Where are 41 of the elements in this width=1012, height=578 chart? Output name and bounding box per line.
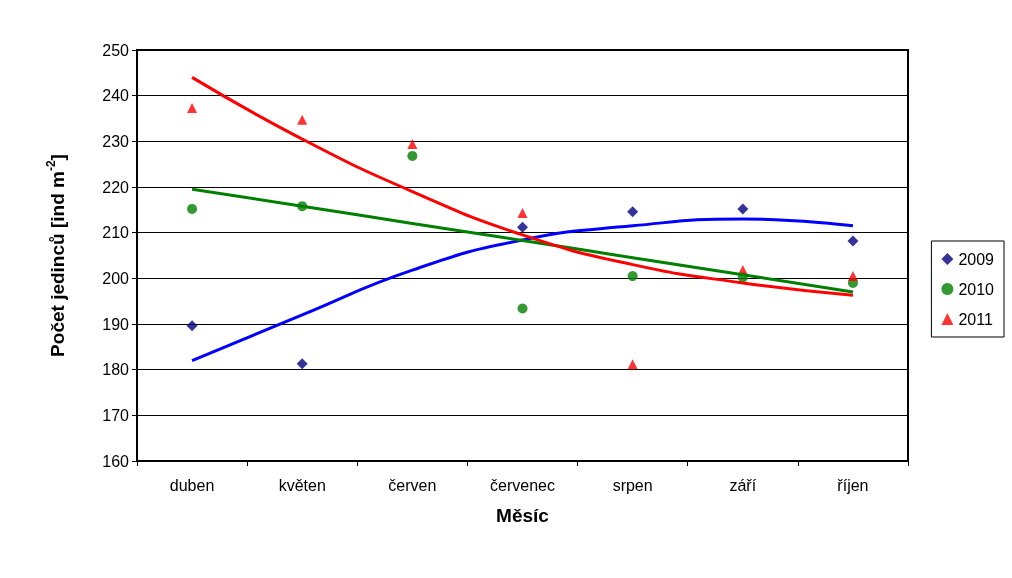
point	[847, 271, 858, 282]
x-axis-title: Měsíc	[496, 505, 550, 526]
legend-label: 2011	[958, 310, 993, 328]
legend-label: 2010	[958, 280, 995, 298]
point	[296, 358, 308, 370]
x-tick-label: říjen	[837, 476, 869, 494]
point	[627, 206, 639, 218]
point	[517, 208, 528, 219]
y-tick-label: 230	[102, 132, 130, 150]
point	[407, 139, 418, 150]
x-tick-label: září	[729, 476, 757, 494]
y-tick-label: 160	[102, 452, 130, 470]
y-tick-label: 240	[102, 87, 130, 105]
point	[187, 203, 198, 214]
point	[187, 103, 198, 113]
x-tick-label: duben	[169, 476, 215, 494]
y-tick-label: 180	[102, 361, 130, 379]
x-tick-label: červen	[388, 476, 437, 494]
y-axis-title: Počet jedinců [ind m-2]	[44, 154, 68, 357]
point	[517, 221, 528, 233]
line-series	[190, 75, 855, 297]
x-tick-label: červenec	[490, 476, 555, 494]
y-tick-label: 190	[102, 315, 130, 333]
point	[847, 235, 859, 247]
line-series	[190, 187, 855, 294]
point	[517, 303, 528, 314]
legend-label: 2009	[958, 250, 995, 268]
y-tick-label: 200	[102, 269, 130, 287]
x-tick-label: květen	[278, 476, 326, 494]
y-tick-label: 220	[102, 178, 130, 196]
x-tick-label: srpen	[612, 476, 653, 494]
line-series	[190, 217, 855, 363]
point	[186, 320, 198, 332]
point	[297, 114, 308, 125]
point	[407, 150, 418, 161]
y-tick-label: 170	[102, 406, 130, 424]
point	[737, 203, 749, 215]
point	[627, 271, 638, 282]
point	[627, 359, 638, 370]
y-tick-label: 250	[102, 41, 130, 59]
y-tick-label: 210	[102, 224, 130, 242]
